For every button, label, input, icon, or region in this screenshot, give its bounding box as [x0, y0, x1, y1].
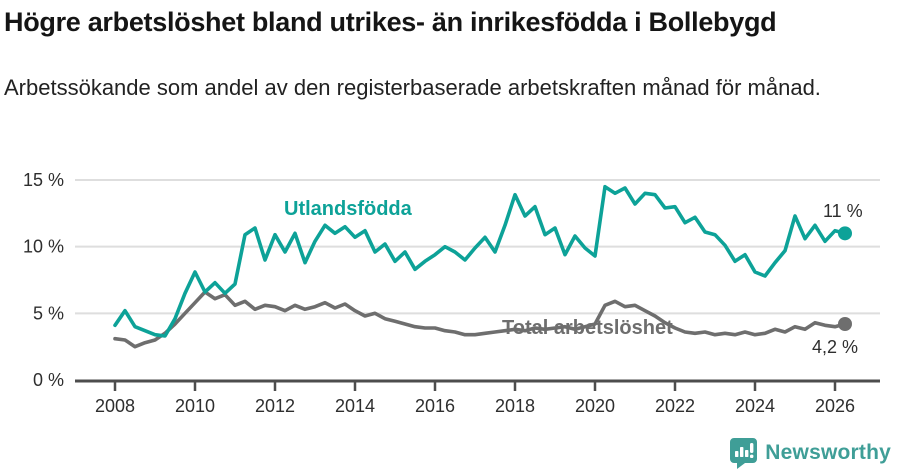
series-label-utlandsfodda: Utlandsfödda	[284, 198, 412, 220]
newsworthy-wordmark: Newsworthy	[765, 441, 891, 464]
x-tick-label: 2008	[95, 396, 135, 416]
series-label-total-arbetsloshet: Total arbetslöshet	[502, 317, 673, 339]
y-tick-label: 0 %	[33, 370, 64, 390]
x-tick-label: 2014	[335, 396, 375, 416]
series-line-utlandsf-dda	[113, 184, 847, 338]
chart-subtitle: Arbetssökande som andel av den registerb…	[4, 75, 821, 100]
series-line-total-arbetsl-shet	[113, 290, 847, 349]
chart-title: Högre arbetslöshet bland utrikes- än inr…	[4, 7, 777, 37]
newsworthy-bar-chart-bubble-icon	[730, 438, 758, 469]
newsworthy-logo: Newsworthy	[729, 437, 891, 469]
x-tick-label: 2020	[575, 396, 615, 416]
x-tick-label: 2018	[495, 396, 535, 416]
y-tick-label: 15 %	[23, 170, 64, 190]
series-end-dot	[838, 317, 852, 331]
x-tick-label: 2024	[735, 396, 775, 416]
end-value-label-utlandsfodda: 11 %	[823, 201, 863, 221]
x-tick-label: 2026	[815, 396, 855, 416]
y-tick-label: 10 %	[23, 237, 64, 257]
end-value-label-total: 4,2 %	[812, 337, 859, 357]
series-end-dot	[838, 226, 852, 241]
y-tick-label: 5 %	[33, 303, 64, 323]
x-tick-label: 2022	[655, 396, 695, 416]
x-tick-label: 2016	[415, 396, 455, 416]
x-tick-label: 2012	[255, 396, 295, 416]
x-tick-label: 2010	[175, 396, 215, 416]
